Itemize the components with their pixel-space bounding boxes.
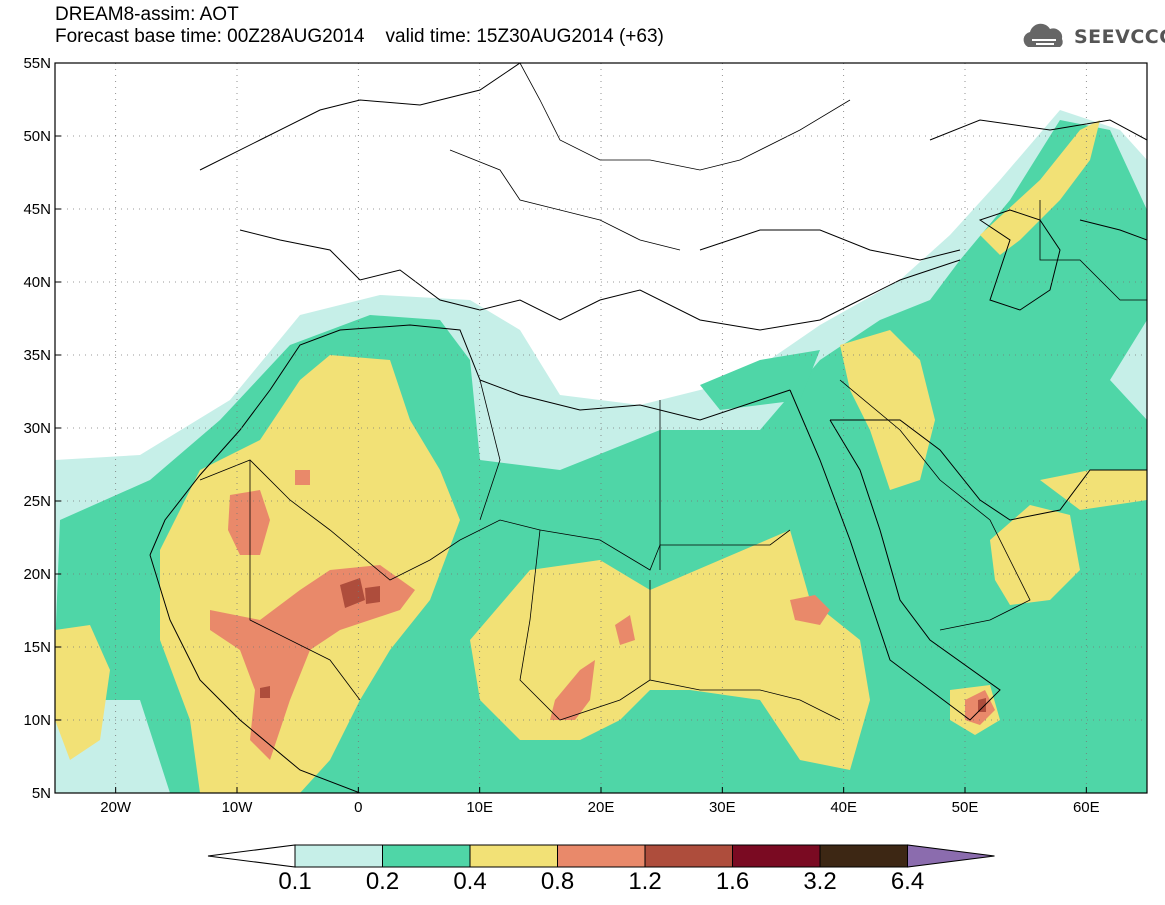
cloud-logo-icon xyxy=(1023,23,1063,47)
lon-tick-label: 40E xyxy=(830,799,857,816)
title-line-2: Forecast base time: 00Z28AUG2014 valid t… xyxy=(55,26,664,47)
colorbar-over-triangle xyxy=(907,844,995,868)
title-block: DREAM8-assim: AOT Forecast base time: 00… xyxy=(55,4,664,48)
lat-tick-labels: 5N 10N 15N 20N 25N 30N 35N 40N 45N 50N 55N xyxy=(23,55,61,802)
colorbar: 0.1 0.2 0.4 0.8 1.2 1.6 3.2 6.4 xyxy=(207,844,995,895)
lon-tick-label: 20W xyxy=(100,799,132,816)
aot-layer-0p8 xyxy=(210,470,995,760)
colorbar-swatch xyxy=(382,844,471,868)
borders xyxy=(199,63,1147,721)
logo-text: SEEVCCC xyxy=(1074,26,1165,48)
colorbar-under-triangle xyxy=(207,844,296,868)
lat-tick-label: 55N xyxy=(23,55,51,72)
lon-tick-label: 10E xyxy=(466,799,493,816)
colorbar-label: 1.2 xyxy=(628,868,661,895)
lat-tick-label: 30N xyxy=(23,420,51,437)
lon-tick-label: 50E xyxy=(952,799,979,816)
colorbar-label: 1.6 xyxy=(716,868,749,895)
lat-tick-label: 10N xyxy=(23,712,51,729)
colorbar-label: 0.4 xyxy=(453,868,486,895)
coastlines xyxy=(149,63,1147,793)
lat-tick-label: 50N xyxy=(23,128,51,145)
gridlines xyxy=(55,63,1147,793)
colorbar-label: 6.4 xyxy=(891,868,924,895)
title-line-1: DREAM8-assim: AOT xyxy=(55,4,239,25)
seevccc-logo: SEEVCCC xyxy=(1018,22,1165,52)
lon-tick-label: 60E xyxy=(1073,799,1100,816)
colorbar-label: 0.1 xyxy=(278,868,311,895)
colorbar-swatch xyxy=(644,844,733,868)
lon-tick-label: 20E xyxy=(588,799,615,816)
colorbar-label: 0.8 xyxy=(541,868,574,895)
lon-tick-label: 10W xyxy=(222,799,254,816)
lat-tick-label: 35N xyxy=(23,347,51,364)
colorbar-label: 3.2 xyxy=(803,868,836,895)
lat-tick-label: 45N xyxy=(23,201,51,218)
colorbar-swatch xyxy=(819,844,908,868)
lat-tick-label: 5N xyxy=(32,785,51,802)
colorbar-swatch xyxy=(294,844,383,868)
aot-layer-0p4 xyxy=(55,120,1147,793)
colorbar-label: 0.2 xyxy=(366,868,399,895)
colorbar-swatch xyxy=(732,844,821,868)
aot-field xyxy=(55,63,1147,793)
lon-tick-label: 30E xyxy=(709,799,736,816)
lon-tick-labels: 20W 10W 0 10E 20E 30E 40E 50E 60E xyxy=(100,787,1100,816)
lat-tick-label: 20N xyxy=(23,566,51,583)
lat-tick-label: 40N xyxy=(23,274,51,291)
colorbar-swatch xyxy=(469,844,558,868)
colorbar-swatch xyxy=(557,844,646,868)
lat-tick-label: 15N xyxy=(23,639,51,656)
lat-tick-label: 25N xyxy=(23,493,51,510)
lon-tick-label: 0 xyxy=(354,799,362,816)
aot-layer-1p2 xyxy=(260,578,986,712)
